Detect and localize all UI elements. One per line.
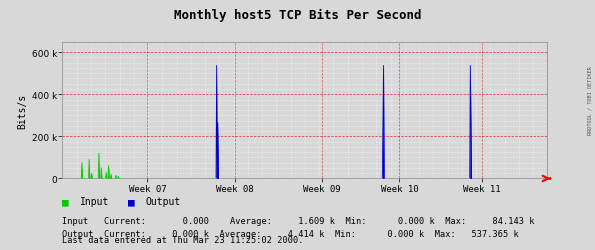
Text: Input   Current:       0.000    Average:     1.609 k  Min:      0.000 k  Max:   : Input Current: 0.000 Average: 1.609 k Mi… [62, 216, 535, 225]
Y-axis label: Bits/s: Bits/s [17, 93, 27, 128]
Text: Output: Output [146, 196, 181, 206]
Text: ■: ■ [62, 196, 69, 206]
Text: Monthly host5 TCP Bits Per Second: Monthly host5 TCP Bits Per Second [174, 9, 421, 22]
Text: RRDTOOL / TOBI OETIKER: RRDTOOL / TOBI OETIKER [588, 66, 593, 134]
Text: Input: Input [80, 196, 109, 206]
Text: Last data entered at Thu Mar 23 11:25:02 2000.: Last data entered at Thu Mar 23 11:25:02… [62, 235, 304, 244]
Text: Output  Current:     0.000 k  Average:     4.414 k  Min:      0.000 k  Max:   53: Output Current: 0.000 k Average: 4.414 k… [62, 229, 519, 238]
Text: ■: ■ [128, 196, 134, 206]
